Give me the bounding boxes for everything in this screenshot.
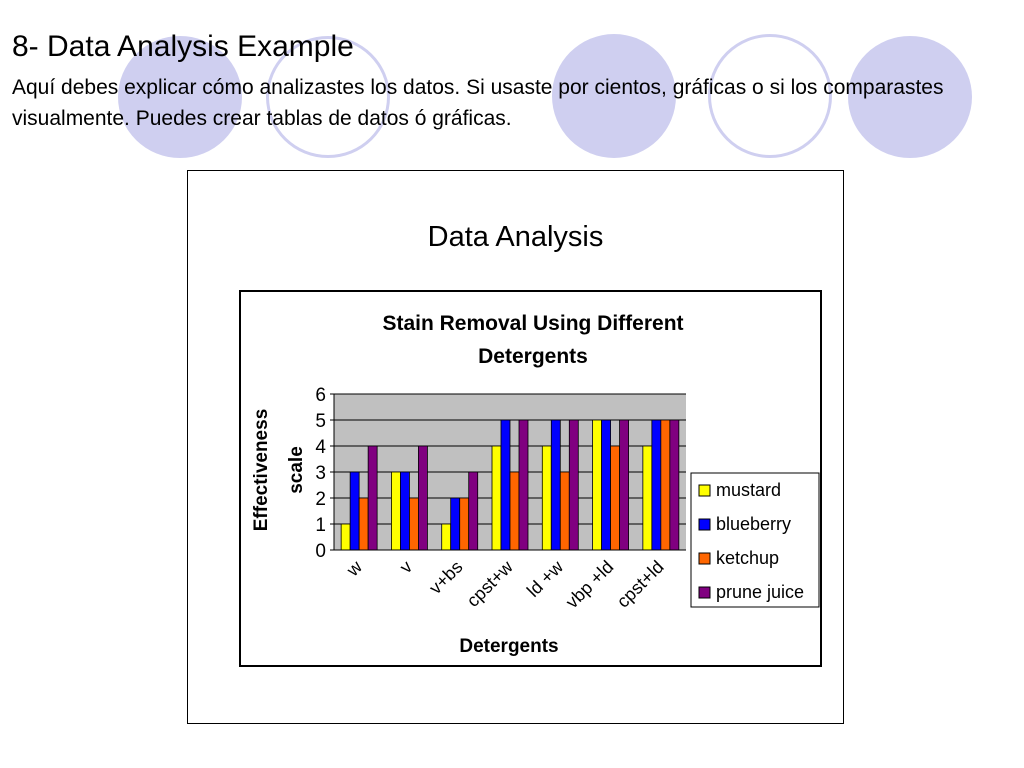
bar-prune-juice-4 bbox=[568, 419, 579, 551]
chart-title-line-2: Detergents bbox=[478, 345, 588, 368]
slide-title: 8- Data Analysis Example bbox=[12, 30, 354, 63]
y-tick-label: 2 bbox=[315, 489, 326, 510]
bar-ketchup-0 bbox=[358, 497, 369, 551]
y-axis-label-line-2: scale bbox=[286, 446, 307, 494]
bar-prune-juice-0 bbox=[367, 445, 378, 551]
chart-title-line-1: Stain Removal Using Different bbox=[382, 312, 683, 335]
stain-removal-chart: Stain Removal Using Different Detergents… bbox=[239, 290, 822, 667]
bar-blueberry-4 bbox=[550, 419, 561, 551]
x-axis-label: Detergents bbox=[459, 636, 558, 657]
legend-swatch bbox=[698, 484, 711, 497]
bar-mustard-6 bbox=[642, 445, 653, 551]
y-tick-label: 0 bbox=[315, 541, 326, 562]
bar-blueberry-1 bbox=[400, 471, 410, 551]
bar-ketchup-2 bbox=[459, 497, 470, 551]
bar-ketchup-4 bbox=[559, 471, 570, 551]
decorative-ring bbox=[266, 36, 390, 158]
decorative-circle bbox=[848, 36, 972, 158]
decorative-ring bbox=[708, 34, 832, 158]
y-tick-label: 5 bbox=[315, 411, 326, 432]
slide-body-text: Aquí debes explicar cómo analizastes los… bbox=[12, 76, 944, 130]
bar-mustard-5 bbox=[592, 419, 602, 551]
bar-prune-juice-5 bbox=[619, 419, 629, 551]
bar-prune-juice-2 bbox=[468, 471, 479, 551]
legend-label: ketchup bbox=[716, 548, 779, 568]
bar-mustard-2 bbox=[441, 523, 452, 551]
bar-blueberry-3 bbox=[500, 419, 511, 551]
y-tick-label: 3 bbox=[315, 463, 326, 484]
legend-label: mustard bbox=[716, 480, 781, 500]
bar-blueberry-2 bbox=[450, 497, 461, 551]
y-tick-label: 6 bbox=[315, 385, 326, 406]
bar-mustard-3 bbox=[491, 445, 502, 551]
legend-swatch bbox=[698, 586, 711, 599]
bar-blueberry-0 bbox=[349, 471, 360, 551]
decorative-circle bbox=[552, 34, 676, 158]
legend-swatch bbox=[698, 552, 711, 565]
legend-label: prune juice bbox=[716, 582, 804, 602]
bar-ketchup-3 bbox=[509, 471, 520, 551]
legend-swatch bbox=[698, 518, 711, 531]
bar-blueberry-5 bbox=[601, 419, 611, 551]
legend-label: blueberry bbox=[716, 514, 791, 534]
bar-mustard-1 bbox=[391, 471, 401, 551]
y-axis-label-line-1: Effectiveness bbox=[251, 409, 272, 532]
y-tick-label: 1 bbox=[315, 515, 326, 536]
bar-ketchup-5 bbox=[610, 445, 620, 551]
bar-blueberry-6 bbox=[651, 419, 662, 551]
bar-prune-juice-1 bbox=[418, 445, 428, 551]
y-axis-label: Effectiveness scale bbox=[251, 409, 307, 532]
decorative-circle bbox=[118, 36, 242, 158]
bar-ketchup-1 bbox=[409, 497, 419, 551]
bar-prune-juice-6 bbox=[669, 419, 680, 551]
bar-mustard-4 bbox=[541, 445, 552, 551]
frame-title: Data Analysis bbox=[427, 221, 604, 253]
bar-mustard-0 bbox=[340, 523, 351, 551]
bar-ketchup-6 bbox=[660, 419, 671, 551]
bar-prune-juice-3 bbox=[518, 419, 529, 551]
legend-box bbox=[690, 472, 820, 608]
y-tick-label: 4 bbox=[315, 437, 326, 458]
legend: mustard blueberry ketchup prune juice bbox=[690, 472, 820, 608]
